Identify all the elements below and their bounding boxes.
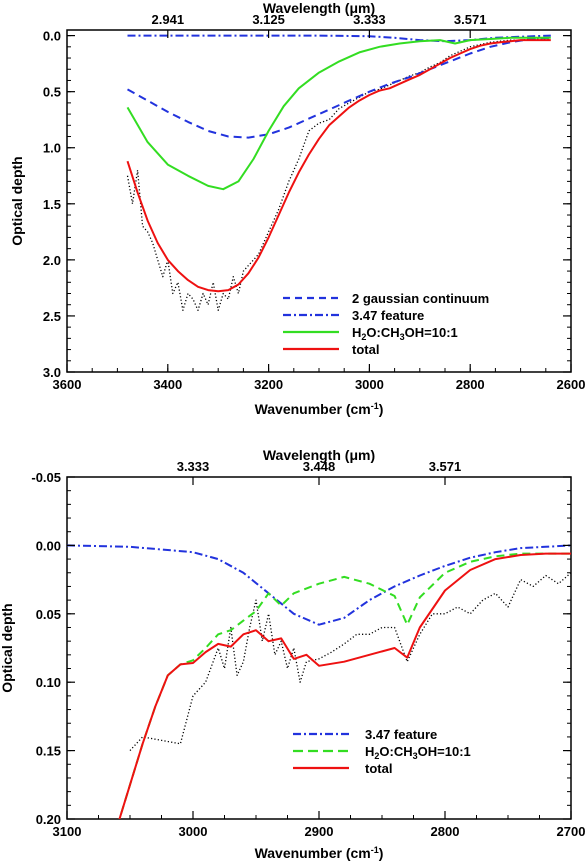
x-tick-label: 2800 <box>456 377 485 392</box>
series-line-3-47-feature <box>67 544 571 626</box>
x-tick-label: 3000 <box>179 824 208 839</box>
x-tick-label: 3000 <box>355 377 384 392</box>
legend-label-ice-bottom: H2O:CH3OH=10:1 <box>365 744 471 761</box>
top-panel-frame <box>66 29 572 373</box>
bottom-panel: 3100 3000 2900 2800 2700 3.333 3.448 3.571 -0.05… <box>0 447 585 861</box>
y-tick-label: 1.5 <box>43 197 61 212</box>
top-tick-label: 3.333 <box>177 459 210 474</box>
plot-area <box>67 544 571 819</box>
top-tick-label: 3.571 <box>429 459 462 474</box>
top-panel-wavelength-title: Wavelength (μm) <box>263 0 375 16</box>
y-tick-label: 2.0 <box>43 253 61 268</box>
bottom-panel-y-axis-title: Optical depth <box>0 603 15 692</box>
x-tick-label: 3100 <box>53 824 82 839</box>
y-tick-label: 0.10 <box>36 675 61 690</box>
y-tick-label: -0.05 <box>31 470 61 485</box>
top-tick-label: 2.941 <box>152 12 185 27</box>
bottom-panel-x-axis-title: Wavenumber (cm-1) <box>255 845 384 861</box>
x-tick-label: 3400 <box>153 377 182 392</box>
x-tick-label: 2600 <box>557 377 586 392</box>
plot-area <box>126 34 551 311</box>
legend-label-continuum: 2 gaussian continuum <box>352 291 489 306</box>
x-tick-label: 2900 <box>305 824 334 839</box>
y-tick-label: 0.5 <box>43 85 61 100</box>
x-tick-label: 2800 <box>431 824 460 839</box>
series-line-h2o-ch3oh-10-1 <box>126 36 551 191</box>
top-panel-x-axis-title: Wavenumber (cm-1) <box>255 401 384 417</box>
series-line-total <box>118 552 571 819</box>
bottom-panel-legend: 3.47 feature H2O:CH3OH=10:1 total <box>293 727 471 776</box>
y-tick-label: 0.0 <box>43 29 61 44</box>
top-panel-legend: 2 gaussian continuum 3.47 feature H2O:CH… <box>283 291 489 357</box>
top-panel: 3600 3400 3200 3000 2800 2600 2.941 3.125 3.333 3… <box>9 0 585 417</box>
x-tick-label: 3600 <box>53 377 82 392</box>
x-tick-label: 3200 <box>254 377 283 392</box>
top-tick-label: 3.125 <box>252 12 285 27</box>
legend-label-347-bottom: 3.47 feature <box>365 727 437 742</box>
series-line-observed <box>129 572 571 752</box>
series-line-2-gaussian-continuum <box>127 36 551 139</box>
y-tick-label: 3.0 <box>43 365 61 380</box>
series-line-3-47-feature <box>127 34 551 43</box>
y-tick-label: 0.05 <box>36 607 61 622</box>
top-tick-label: 3.333 <box>353 12 386 27</box>
top-tick-label: 3.448 <box>303 459 336 474</box>
y-tick-label: 0.15 <box>36 744 61 759</box>
y-tick-label: 2.5 <box>43 309 61 324</box>
y-tick-label: 1.0 <box>43 141 61 156</box>
series-line-h2o-ch3oh-10-1 <box>118 552 571 819</box>
legend-label-ice: H2O:CH3OH=10:1 <box>352 325 458 342</box>
top-panel-y-axis-title: Optical depth <box>9 156 25 245</box>
series-line-total <box>126 39 551 293</box>
legend-label-347: 3.47 feature <box>352 308 424 323</box>
legend-label-total-bottom: total <box>365 761 392 776</box>
series-line-observed <box>126 38 551 311</box>
legend-label-total: total <box>352 342 379 357</box>
y-tick-label: 0.00 <box>36 538 61 553</box>
bottom-panel-wavelength-title: Wavelength (μm) <box>263 447 375 463</box>
y-tick-label: 0.20 <box>36 812 61 827</box>
top-tick-label: 3.571 <box>454 12 487 27</box>
x-tick-label: 2700 <box>557 824 586 839</box>
